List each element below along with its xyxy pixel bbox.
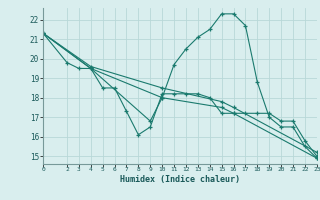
X-axis label: Humidex (Indice chaleur): Humidex (Indice chaleur) bbox=[120, 175, 240, 184]
